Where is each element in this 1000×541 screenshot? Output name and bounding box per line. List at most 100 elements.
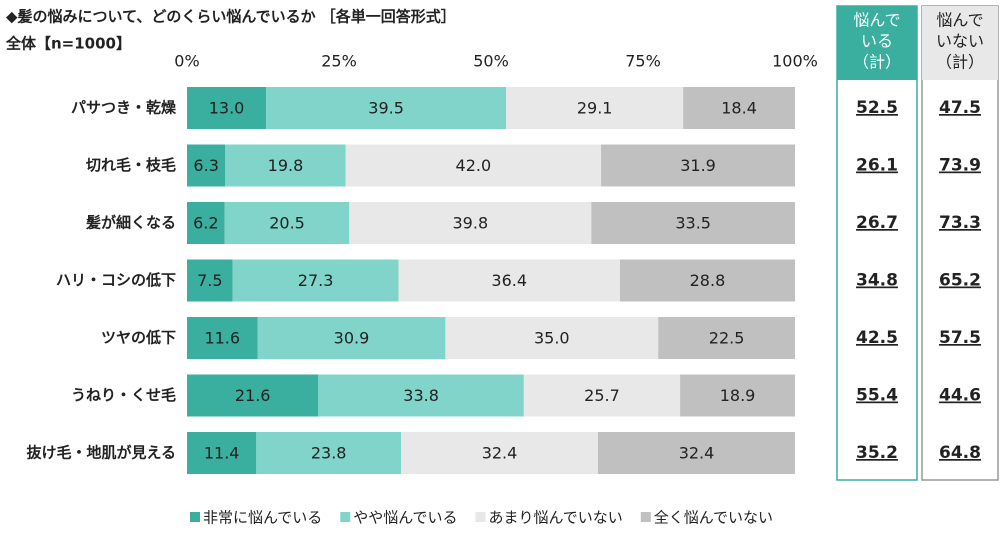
bar-segment xyxy=(257,317,446,359)
data-label: 18.4 xyxy=(721,99,757,118)
data-label: 42.0 xyxy=(456,156,492,175)
bar-segment xyxy=(256,432,402,474)
bar-segment xyxy=(187,144,226,187)
bar-segment xyxy=(266,87,507,129)
bar-segment xyxy=(187,432,257,474)
data-label: 6.2 xyxy=(193,214,218,233)
data-label: 31.9 xyxy=(680,156,716,175)
category-label: 抜け毛・地肌が見える xyxy=(26,444,176,462)
category-label: うねり・くせ毛 xyxy=(71,386,176,404)
legend-swatch xyxy=(475,512,486,522)
legend-label: あまり悩んでいない xyxy=(489,509,623,527)
data-label: 36.4 xyxy=(491,271,527,290)
category-label: ツヤの低下 xyxy=(101,329,176,347)
bar-segment xyxy=(398,259,620,302)
chart-subtitle: 全体【n=1000】 xyxy=(5,35,131,53)
summary-value: 34.8 xyxy=(856,271,898,291)
chart-title: ◆髪の悩みについて、どのくらい悩んでいるか ［各単一回答形式］ xyxy=(6,8,456,26)
summary-header-text: 悩んで xyxy=(853,11,900,30)
bar-segment xyxy=(601,144,795,187)
bar-segment xyxy=(445,317,659,359)
data-label: 25.7 xyxy=(584,386,620,405)
bar-segment xyxy=(225,144,346,187)
bar-segment xyxy=(187,202,225,244)
data-label: 19.8 xyxy=(268,156,304,175)
x-tick-label: 100% xyxy=(772,52,818,71)
data-label: 13.0 xyxy=(209,99,245,118)
summary-value: 65.2 xyxy=(939,271,981,291)
summary-value: 44.6 xyxy=(939,386,981,406)
summary-value: 42.5 xyxy=(856,328,898,348)
summary-value: 52.5 xyxy=(856,98,898,118)
bar-segment xyxy=(658,317,795,359)
bar-segment xyxy=(318,374,524,417)
bar-segment xyxy=(345,144,602,187)
x-tick-label: 0% xyxy=(174,52,199,71)
legend-label: 全く悩んでいない xyxy=(654,509,773,527)
summary-header-text: いない xyxy=(936,32,984,51)
data-label: 39.5 xyxy=(368,99,404,118)
bar-segment xyxy=(619,259,795,302)
summary-value: 55.4 xyxy=(856,386,898,406)
bar-segment xyxy=(187,374,319,417)
summary-value: 73.9 xyxy=(939,156,981,176)
category-label: 髪が細くなる xyxy=(85,214,176,232)
summary-header-text: いる xyxy=(861,32,893,51)
bar-segment xyxy=(680,374,795,417)
data-label: 22.5 xyxy=(709,329,745,348)
data-label: 11.4 xyxy=(204,444,240,463)
category-label: パサつき・乾燥 xyxy=(71,99,177,117)
data-label: 28.8 xyxy=(690,271,726,290)
summary-value: 47.5 xyxy=(939,98,981,118)
summary-header-text: 悩んで xyxy=(936,11,983,30)
summary-value: 35.2 xyxy=(856,443,898,463)
x-tick-label: 25% xyxy=(321,52,357,71)
x-tick-label: 50% xyxy=(473,52,509,71)
data-label: 6.3 xyxy=(193,156,218,175)
x-tick-label: 75% xyxy=(625,52,661,71)
legend-swatch xyxy=(340,512,351,522)
category-label: ハリ・コシの低下 xyxy=(56,271,176,289)
summary-box xyxy=(836,5,918,481)
summary-value: 26.1 xyxy=(856,156,898,176)
data-label: 35.0 xyxy=(534,329,570,348)
bar-segment xyxy=(349,202,592,244)
summary-header xyxy=(837,6,917,80)
summary-value: 57.5 xyxy=(939,328,981,348)
summary-header xyxy=(922,6,998,80)
data-label: 20.5 xyxy=(269,214,305,233)
bar-segment xyxy=(506,87,684,129)
summary-header-text: （計） xyxy=(853,53,901,72)
bar-segment xyxy=(232,259,399,302)
summary-header-text: （計） xyxy=(936,53,984,72)
legend-swatch xyxy=(190,512,200,522)
data-label: 32.4 xyxy=(679,444,715,463)
summary-box xyxy=(921,5,999,481)
legend-label: やや悩んでいる xyxy=(353,509,457,527)
bar-segment xyxy=(523,374,681,417)
data-label: 23.8 xyxy=(311,444,347,463)
data-label: 29.1 xyxy=(577,99,613,118)
data-label: 32.4 xyxy=(482,444,518,463)
bar-segment xyxy=(187,87,267,129)
summary-value: 64.8 xyxy=(939,443,981,463)
summary-value: 73.3 xyxy=(939,213,981,233)
data-label: 11.6 xyxy=(204,329,240,348)
data-label: 18.9 xyxy=(720,386,756,405)
bar-segment xyxy=(591,202,795,244)
bar-segment xyxy=(401,432,599,474)
category-label: 切れ毛・枝毛 xyxy=(86,156,176,174)
data-label: 33.5 xyxy=(675,214,711,233)
summary-value: 26.7 xyxy=(856,213,898,233)
bar-segment xyxy=(187,259,233,302)
bar-segment xyxy=(598,432,795,474)
legend-label: 非常に悩んでいる xyxy=(203,509,322,527)
bar-segment xyxy=(187,317,258,359)
data-label: 33.8 xyxy=(403,386,439,405)
data-label: 30.9 xyxy=(334,329,370,348)
data-label: 7.5 xyxy=(197,271,222,290)
data-label: 21.6 xyxy=(235,386,271,405)
bar-segment xyxy=(683,87,795,129)
bar-segment xyxy=(224,202,350,244)
